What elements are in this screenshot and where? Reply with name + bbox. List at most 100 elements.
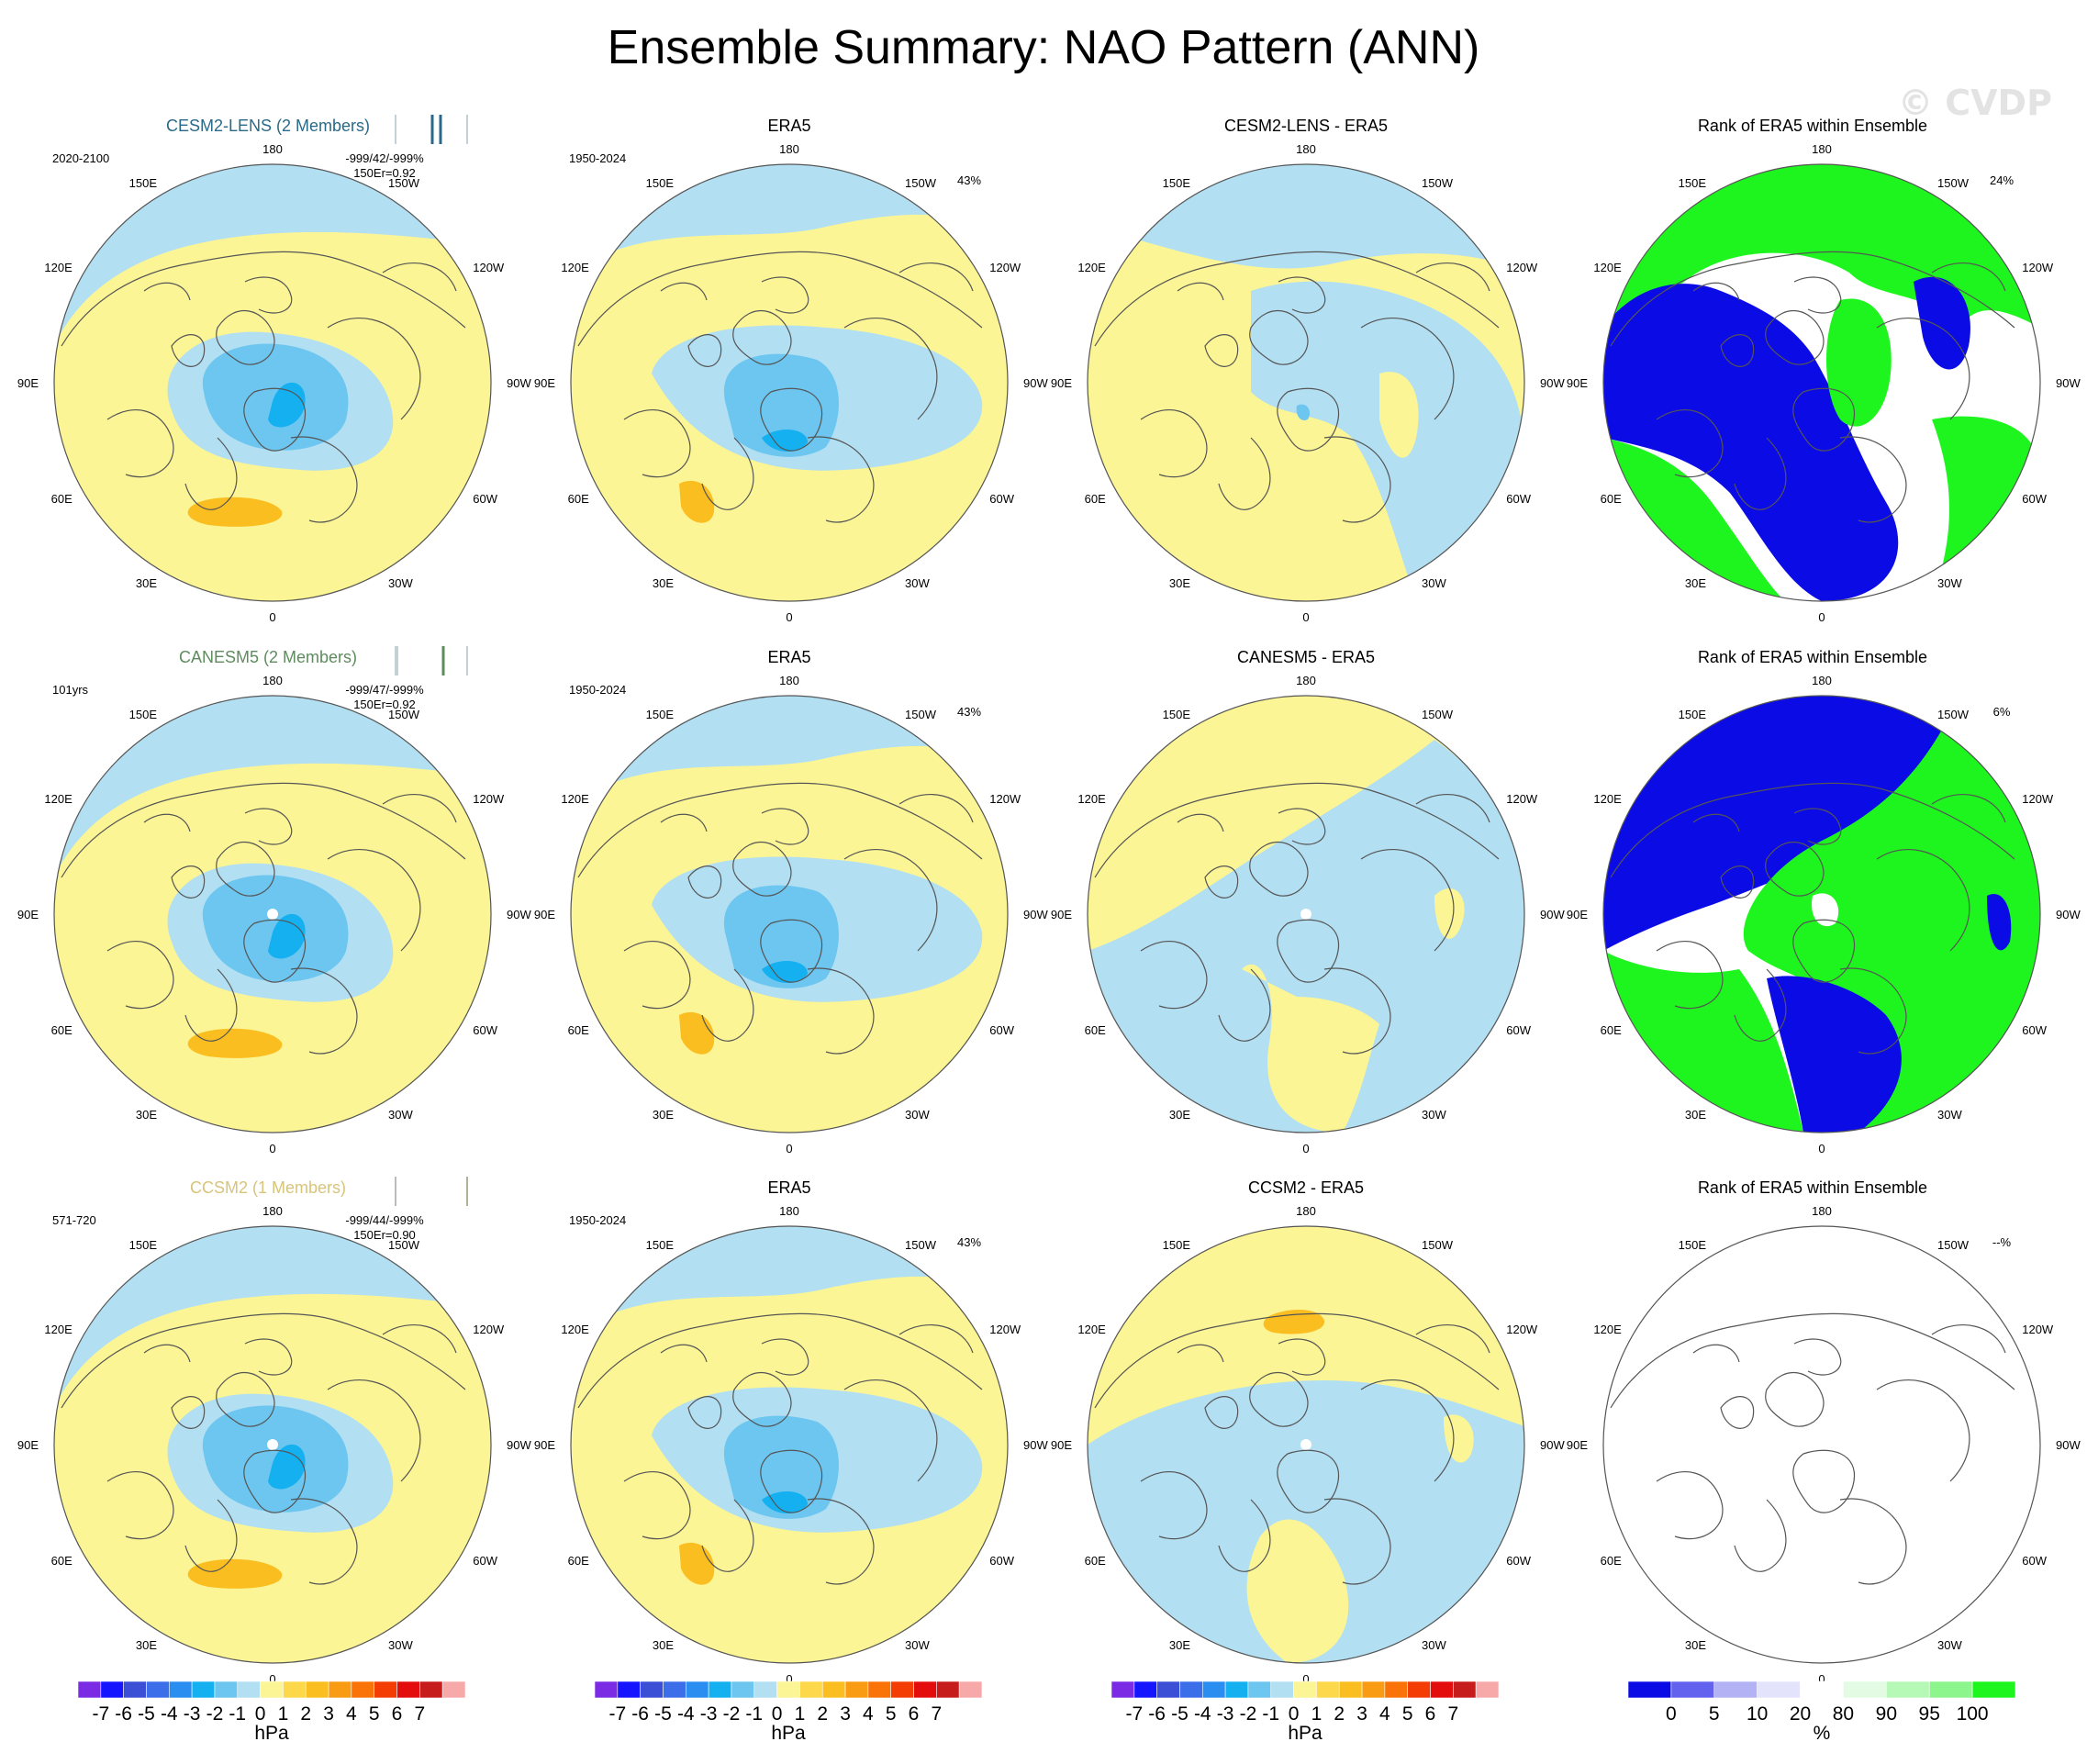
lon-label: 60E [568,1554,589,1568]
lon-label: 60W [473,492,497,506]
lon-label: 90E [1051,908,1072,921]
lon-label: 150E [129,708,158,721]
coastline [1218,437,1271,510]
lon-label: 90E [1051,1438,1072,1452]
lon-label: 90E [534,376,555,390]
pole-hole [1300,909,1311,920]
field-contour-neg3 [268,913,306,959]
coastline [61,251,466,347]
coastline [382,794,457,823]
panel-title: CANESM5 (2 Members) [179,648,357,666]
coastline [1140,1471,1208,1540]
coastline [244,276,293,314]
colorbar-swatch [146,1680,170,1699]
colorbar-swatch [396,1680,420,1699]
field-contour-neg3 [762,1490,808,1514]
lon-label: 60W [1506,1023,1531,1037]
lon-label: 150W [1422,1238,1454,1252]
panel-period: 571-720 [52,1213,96,1227]
field-contour-neg3 [268,382,306,428]
colorbar-swatch [1338,1680,1363,1699]
coastline [1931,262,2006,292]
panel-stat: --% [1992,1235,2012,1249]
coastline [807,436,875,523]
colorbar-tick-label: 2 [300,1703,311,1725]
panel-stat: -999/47/-999% [345,683,424,697]
coastlines [61,1312,466,1585]
lon-label: 90E [534,908,555,921]
panel-r1-c3: CESM2-LENS - ERA5 180 150E 120E 90E 60E 30E 0 30… [1051,117,1566,624]
colorbar-tick-label: 6 [392,1703,403,1725]
lon-label: 30W [1937,576,1962,590]
lon-label: 30E [653,576,674,590]
coastline [1277,1449,1340,1513]
colorbar-tick-label: 6 [909,1703,920,1725]
lon-label: 30W [905,576,930,590]
colorbar-swatch [1670,1680,1715,1699]
coastline [1204,334,1239,367]
coastline [1792,919,1856,983]
coastline [244,1338,293,1376]
lon-label: 180 [1812,674,1832,687]
taylor-ticks [395,1177,468,1206]
lon-label: 30W [905,1108,930,1122]
lon-label: 60E [1085,1554,1106,1568]
coastline [701,437,754,510]
colorbar-swatch [1800,1680,1844,1699]
lon-label: 150E [1679,176,1707,190]
lon-label: 30E [1685,1638,1706,1652]
colorbar-swatch [1110,1680,1135,1699]
colorbar-swatch [640,1680,664,1699]
coastline [623,941,691,1010]
colorbar-swatch [260,1680,284,1699]
coastline [1323,1498,1391,1585]
colorbar-tick-label: -7 [92,1703,109,1725]
coastline [1793,276,1842,314]
colorbar-tick-label: 6 [1425,1703,1436,1725]
colorbar-tick-label: -5 [138,1703,155,1725]
coastline [1720,865,1755,899]
lon-label: 120W [2022,261,2054,274]
coastlines [61,251,466,523]
coastline [1656,941,1724,1010]
field-contour-neg1 [1088,1380,1524,1663]
coastline [760,1449,823,1513]
coastline [1610,782,2015,878]
coastline [1839,967,1907,1055]
lon-label: 0 [269,1672,275,1686]
lon-label: 120E [44,792,73,806]
panel-stat: -999/42/-999% [345,151,424,165]
coastline [843,849,938,952]
coastline [1278,276,1326,314]
lon-label: 90W [507,1438,531,1452]
colorbar-swatch [168,1680,193,1699]
coastline [1278,1338,1326,1376]
lon-label: 180 [262,142,283,156]
coastline [687,1396,722,1429]
coastline [243,1449,307,1513]
colorbar: -7 -6 -5 -4 -3 -2 -1 0 1 2 3 4 5 6 7 hPa [1110,1680,1500,1744]
colorbar-swatch [1224,1680,1249,1699]
lon-label: 150E [646,1238,675,1252]
panel-title: Rank of ERA5 within Ensemble [1698,648,1927,666]
colorbar-swatch [77,1680,102,1699]
lon-label: 150E [129,176,158,190]
coastline [1793,808,1842,845]
lon-label: 0 [1818,610,1825,624]
field-contour-pos2 [679,480,715,523]
coastline [761,276,809,314]
colorbar-tick-label: -3 [184,1703,201,1725]
longitude-labels: 180 150E 120E 90E 60E 30E 0 30W 60W 90W 120W 150W [1567,674,2081,1156]
colorbar-swatch [1843,1680,1887,1699]
coastline [1792,1449,1856,1513]
colorbar-tick-label: 20 [1790,1703,1811,1725]
lon-label: 120E [1077,261,1106,274]
panel-title: Rank of ERA5 within Ensemble [1698,117,1927,135]
coastline [761,1338,809,1376]
map-border [570,695,1009,1133]
map-field [1088,1226,1524,1663]
coastline [106,1471,174,1540]
coastline [1734,968,1787,1042]
colorbar-tick-label: -2 [206,1703,224,1725]
lon-label: 90W [2056,1438,2081,1452]
